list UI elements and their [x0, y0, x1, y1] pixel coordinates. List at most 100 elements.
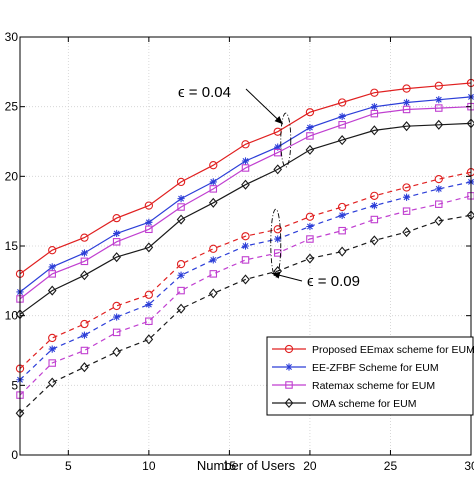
data-point-marker	[112, 252, 121, 263]
annotation-ellipse-009	[270, 208, 282, 278]
data-point-marker	[80, 346, 89, 355]
data-point-marker	[434, 215, 444, 226]
data-point-marker	[241, 179, 250, 190]
data-point-marker	[80, 362, 89, 373]
data-point-marker	[338, 112, 346, 121]
data-point-marker	[208, 288, 218, 299]
data-point-marker	[112, 238, 121, 246]
series-7-diamond	[15, 210, 474, 419]
annotations: ϵ = 0.04 ϵ = 0.09	[178, 84, 360, 290]
data-point-marker	[241, 256, 250, 264]
data-point-marker	[80, 331, 89, 339]
data-point-marker	[402, 98, 411, 107]
legend-label-eezfbf: EE-ZFBF Scheme for EUM	[312, 362, 439, 374]
data-point-marker	[306, 235, 314, 243]
data-point-marker	[305, 144, 315, 155]
annotation-arrow-009	[271, 271, 303, 282]
axes: 5 10 15 20 25 30 0 5 10 15 20 25 30	[5, 30, 474, 473]
data-point-marker	[273, 249, 282, 257]
x-tick-label: 30	[464, 459, 474, 473]
data-point-marker	[177, 286, 185, 295]
data-point-marker	[209, 270, 218, 278]
arrow-head	[271, 271, 281, 279]
data-point-marker	[144, 242, 154, 253]
y-tick-label: 0	[11, 448, 18, 462]
x-tick-label: 5	[65, 459, 72, 473]
data-point-marker	[434, 81, 443, 90]
data-point-marker	[370, 125, 379, 136]
data-point-marker	[370, 201, 378, 210]
data-point-marker	[435, 104, 443, 112]
data-point-marker	[306, 222, 314, 231]
data-point-marker	[48, 246, 57, 255]
data-point-marker	[241, 140, 250, 149]
data-point-marker	[112, 301, 121, 311]
data-point-marker	[47, 285, 57, 296]
legend-marker-diamond	[284, 397, 294, 409]
data-point-marker	[177, 195, 185, 203]
x-tick-label: 15	[223, 459, 237, 473]
data-point-marker	[241, 157, 250, 165]
series-1-star	[16, 93, 474, 296]
data-point-marker	[145, 300, 153, 309]
data-point-marker	[80, 257, 89, 266]
series-line	[19, 82, 472, 275]
data-point-marker	[80, 233, 89, 242]
x-tick-label: 10	[142, 459, 156, 473]
data-point-marker	[402, 227, 411, 238]
series-line	[19, 171, 472, 370]
data-point-marker	[337, 98, 347, 107]
data-point-marker	[434, 174, 443, 184]
y-tick-label: 30	[5, 30, 19, 44]
data-point-marker	[274, 143, 282, 151]
series-2-square	[16, 102, 474, 303]
legend-label-ratemax: Ratemax scheme for EUM	[312, 380, 435, 392]
legend: Proposed EEmax scheme for EUM EE-ZFBF Sc…	[266, 336, 474, 416]
y-tick-label: 10	[5, 309, 19, 323]
y-tick-label: 20	[5, 169, 19, 183]
y-tick-label: 25	[5, 100, 19, 114]
data-point-marker	[337, 135, 347, 146]
series-3-diamond	[15, 118, 474, 320]
data-point-marker	[241, 274, 250, 285]
data-point-marker	[48, 333, 57, 343]
data-point-marker	[434, 119, 444, 130]
series-line	[19, 106, 472, 300]
series-lines	[15, 78, 474, 419]
x-tick-label: 25	[384, 459, 398, 473]
data-point-marker	[80, 270, 89, 281]
data-point-marker	[273, 164, 283, 175]
data-point-marker	[144, 334, 154, 345]
data-point-marker	[209, 244, 218, 253]
data-point-marker	[113, 229, 121, 238]
data-point-marker	[176, 214, 186, 225]
data-point-marker	[176, 303, 186, 314]
data-point-marker	[241, 164, 250, 172]
data-point-marker	[48, 359, 56, 367]
data-point-marker	[338, 226, 346, 235]
legend-marker-star	[285, 363, 293, 371]
legend-label-eemax: Proposed EEmax scheme for EUM	[312, 344, 474, 356]
data-point-marker	[209, 185, 218, 193]
legend-marker-circle	[284, 344, 294, 354]
data-point-marker	[273, 225, 282, 234]
data-point-marker	[80, 319, 89, 329]
series-line	[19, 214, 472, 414]
data-point-marker	[337, 246, 347, 257]
legend-label-oma: OMA scheme for EUM	[312, 398, 416, 410]
legend-marker-square	[285, 381, 293, 389]
data-point-marker	[370, 215, 379, 224]
data-point-marker	[177, 271, 185, 279]
data-point-marker	[435, 200, 443, 208]
series-line	[19, 122, 472, 315]
data-point-marker	[176, 177, 186, 187]
annotation-ellipse-004	[280, 112, 292, 168]
data-point-marker	[338, 121, 346, 129]
y-tick-label: 5	[11, 378, 18, 392]
data-point-marker	[370, 88, 379, 97]
data-point-marker	[48, 345, 56, 353]
data-point-marker	[306, 123, 314, 132]
data-point-marker	[145, 317, 153, 325]
x-tick-label: 20	[303, 459, 317, 473]
data-point-marker	[305, 212, 315, 221]
